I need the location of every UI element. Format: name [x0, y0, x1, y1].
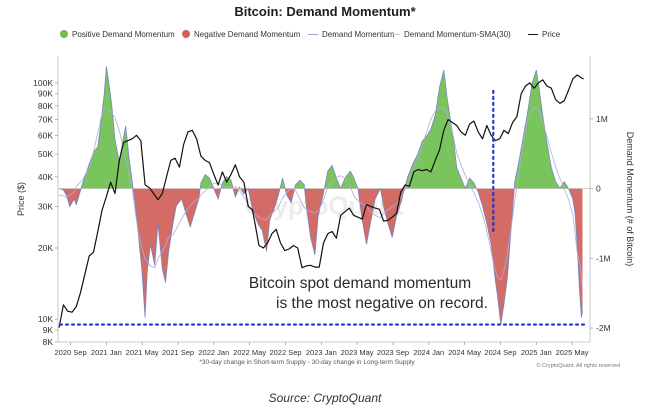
legend-label: Demand Momentum	[322, 30, 395, 39]
legend-swatch	[390, 34, 400, 35]
annotation-line: is the most negative on record.	[276, 295, 488, 312]
legend-swatch	[60, 30, 68, 38]
x-tick-label: 2025 May	[556, 348, 589, 357]
left-tick-label: 100K	[33, 78, 53, 88]
legend-swatch	[182, 30, 190, 38]
left-tick-label: 60K	[38, 130, 53, 140]
x-tick-label: 2024 Sep	[484, 348, 516, 357]
x-tick-label: 2022 May	[233, 348, 266, 357]
legend-label: Positive Demand Momentum	[72, 30, 175, 39]
x-tick-label: 2020 Sep	[55, 348, 87, 357]
left-tick-label: 20K	[38, 243, 53, 253]
copyright-text: © CryptoQuant. All rights reserved	[536, 362, 620, 369]
x-tick-label: 2021 Jan	[91, 348, 122, 357]
x-tick-label: 2024 May	[448, 348, 481, 357]
annotation-line: Bitcoin spot demand momentum	[249, 275, 471, 292]
x-tick-label: 2021 Sep	[162, 348, 194, 357]
left-tick-label: 8K	[43, 337, 54, 347]
legend-label: Price	[542, 30, 561, 39]
demand-momentum-chart: CryptoQuant8K9K10K20K30K40K50K60K70K80K9…	[16, 56, 635, 369]
legend-item: Price	[528, 30, 560, 40]
x-tick-label: 2022 Sep	[269, 348, 301, 357]
left-tick-label: 30K	[38, 201, 53, 211]
x-tick-label: 2023 Jan	[306, 348, 337, 357]
legend-swatch	[528, 34, 538, 35]
demand-momentum-sma-line	[59, 106, 583, 290]
source-caption: Source: CryptoQuant	[268, 391, 382, 405]
legend-item: Negative Demand Momentum	[182, 30, 300, 40]
x-tick-label: 2025 Jan	[521, 348, 552, 357]
right-tick-label: 1M	[596, 114, 608, 124]
negative-demand-area	[59, 188, 583, 325]
footnote-text: *30-day change in Short-term Supply - 30…	[199, 359, 415, 366]
chart-legend: Positive Demand Momentum Negative Demand …	[60, 30, 620, 44]
right-axis-title: Demand Momentum (# of Bitcoin)	[625, 132, 635, 267]
left-tick-label: 9K	[43, 325, 54, 335]
x-tick-label: 2023 May	[341, 348, 374, 357]
right-tick-label: 0	[596, 184, 601, 194]
left-tick-label: 80K	[38, 101, 53, 111]
legend-label: Negative Demand Momentum	[194, 30, 301, 39]
demand-momentum-line	[58, 66, 583, 325]
x-tick-label: 2021 May	[126, 348, 159, 357]
right-tick-label: -1M	[596, 253, 611, 263]
x-tick-label: 2024 Jan	[413, 348, 444, 357]
right-tick-label: -2M	[596, 323, 611, 333]
left-tick-label: 90K	[38, 89, 53, 99]
left-tick-label: 40K	[38, 172, 53, 182]
x-tick-label: 2022 Jan	[198, 348, 229, 357]
left-tick-label: 10K	[38, 314, 53, 324]
positive-demand-area	[59, 66, 583, 189]
legend-item: Demand Momentum	[308, 30, 394, 40]
left-tick-label: 70K	[38, 115, 53, 125]
legend-item: Demand Momentum-SMA(30)	[390, 30, 511, 40]
legend-item: Positive Demand Momentum	[60, 30, 175, 40]
price-line	[58, 74, 584, 328]
left-tick-label: 50K	[38, 149, 53, 159]
legend-swatch	[308, 34, 318, 35]
left-axis-title: Price ($)	[16, 182, 26, 216]
chart-title: Bitcoin: Demand Momentum*	[234, 4, 416, 19]
legend-label: Demand Momentum-SMA(30)	[404, 30, 511, 39]
x-tick-label: 2023 Sep	[377, 348, 409, 357]
